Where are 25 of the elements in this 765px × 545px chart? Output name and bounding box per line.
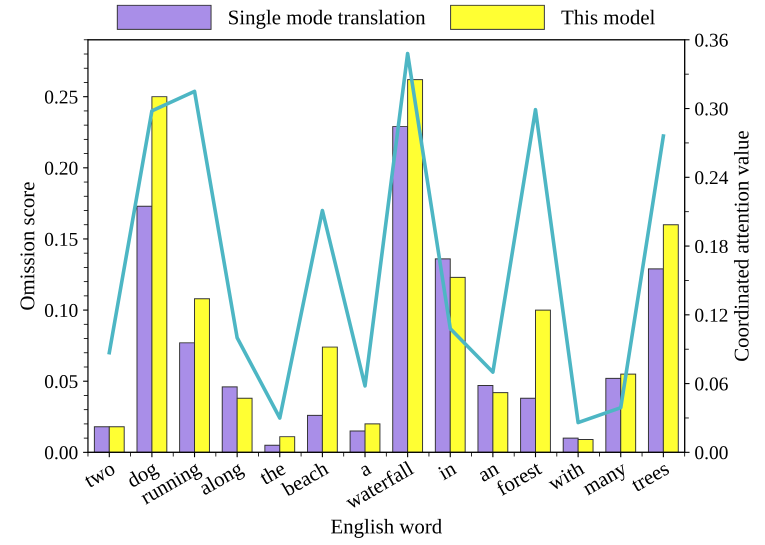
x-tick-label: an xyxy=(478,464,500,482)
x-axis-title: English word xyxy=(331,518,442,538)
y-tick-label: 0.15 xyxy=(44,232,78,246)
y2-tick-label: 0.24 xyxy=(695,171,728,184)
x-tick-label: many xyxy=(583,464,630,500)
line-series xyxy=(107,52,666,424)
y2-tick-label: 0.30 xyxy=(695,102,728,116)
legend-label: Single mode translation xyxy=(229,10,426,29)
y2-tick-label: 0.12 xyxy=(695,308,728,322)
x-tick-label: with xyxy=(546,460,586,492)
x-tick-label: trees xyxy=(630,462,670,492)
y-tick-label: 0.05 xyxy=(44,375,78,388)
y-tick-label: 0.25 xyxy=(44,90,78,104)
y-tick-label: 0.00 xyxy=(44,446,78,460)
y2-tick-label: 0.00 xyxy=(695,446,728,460)
x-tick-label: in xyxy=(436,460,458,480)
x-tick-label: two xyxy=(84,462,116,488)
y2-tick-label: 0.36 xyxy=(695,34,728,47)
y2-axis-title: Coordinated attention value xyxy=(734,131,749,361)
y-tick-label: 0.10 xyxy=(44,304,78,318)
y2-tick-label: 0.18 xyxy=(695,240,728,254)
y-tick-label: 0.20 xyxy=(44,162,78,175)
y2-tick-label: 0.06 xyxy=(695,377,728,391)
legend-label: This model xyxy=(561,10,655,24)
y-axis-title: Omission score xyxy=(20,182,34,310)
